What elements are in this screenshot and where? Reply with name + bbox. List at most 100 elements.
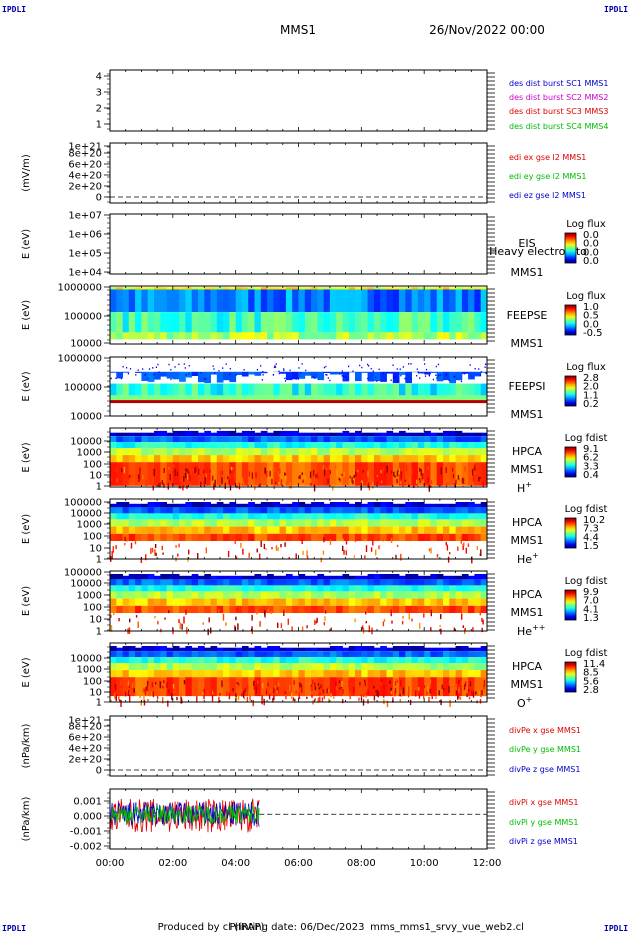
ytick-label: -0.002 (70, 842, 102, 853)
spacecraft-label: MMS1 (511, 534, 544, 547)
legend-entry: edi ex gse l2 MMS1 (509, 153, 586, 162)
y-axis-label: E (eV) (21, 514, 32, 544)
ytick-label: 100000 (64, 383, 102, 394)
ytick-label: 1 (96, 555, 102, 566)
ytick-label: 100 (83, 460, 102, 471)
colorbar-title: Log flux (566, 219, 606, 230)
colorbar-tick: 11.4 (583, 659, 605, 670)
ytick-label: 0.001 (73, 797, 102, 808)
colorbar-tick: 7.0 (583, 596, 599, 607)
ytick-label: 100000 (64, 312, 102, 323)
spectrogram-6 (110, 430, 488, 492)
colorbar-tick: 1.1 (583, 390, 599, 401)
ytick-label: 10000 (70, 509, 102, 520)
legend-entry: des dist burst SC2 MMS2 (509, 93, 608, 102)
colorbar-tick: 2.8 (583, 373, 599, 384)
ytick-label: 1e+04 (68, 268, 102, 279)
colorbar-tick: 10.2 (583, 515, 605, 526)
y-axis-label: (mV/m) (21, 154, 32, 192)
plot-datetime: 26/Nov/2022 00:00 (429, 23, 545, 37)
species-label: He+ (517, 551, 539, 566)
colorbar-title: Log fdist (565, 433, 608, 444)
species-label: H+ (517, 480, 532, 495)
ytick-label: 10000 (70, 579, 102, 590)
colorbar-tick: 8.5 (583, 668, 599, 679)
mission-title: MMS1 (280, 23, 316, 37)
legend-entry: divPi x gse MMS1 (509, 798, 578, 807)
colorbar (564, 304, 577, 336)
colorbar (564, 589, 577, 621)
y-axis-label: E (eV) (21, 657, 32, 687)
colorbar-tick: 3.3 (583, 461, 599, 472)
spacecraft-label: MMS1 (511, 408, 544, 421)
legend-entry: edi ey gse l2 MMS1 (509, 172, 587, 181)
panel-5: 10000 100000 1000000 E (eV) FEEPSI MMS1 Log fl… (21, 354, 606, 423)
colorbar-title: Log flux (566, 291, 606, 302)
ytick-label: 2 (96, 104, 102, 115)
y-axis-label: E (eV) (21, 586, 32, 616)
spacecraft-label: MMS1 (511, 266, 544, 279)
panel-frame (109, 715, 488, 777)
xtick-label: 10:00 (410, 858, 439, 869)
xtick-label: 02:00 (158, 858, 187, 869)
ytick-label: 10 (89, 471, 102, 482)
ytick-label: 1000000 (57, 283, 102, 294)
colorbar-tick: 2.0 (583, 382, 599, 393)
y-axis-label: E (eV) (21, 371, 32, 401)
colorbar-tick: 0.5 (583, 311, 599, 322)
legend-entry: edi ez gse l2 MMS1 (509, 191, 586, 200)
divpi-traces (109, 798, 260, 833)
species-label: O+ (517, 695, 532, 710)
ytick-label: 10000 (70, 339, 102, 350)
corner-label-top-right: IPDLI (604, 5, 629, 14)
ytick-label: 4e+20 (68, 171, 102, 182)
colorbar-tick: 0.0 (583, 319, 599, 330)
colorbar-tick: 1.5 (583, 541, 599, 552)
colorbar-tick: 0.0 (583, 247, 599, 258)
instrument-label: HPCA (512, 445, 543, 458)
legend-entry: des dist burst SC4 MMS4 (509, 122, 608, 131)
footer-printing-date: Printing date: 06/Dec/2023 (229, 922, 364, 933)
legend-entry: divPi y gse MMS1 (509, 818, 578, 827)
xtick-label: 00:00 (96, 858, 125, 869)
ytick-label: 1000 (77, 591, 102, 602)
instrument-label: EIS (518, 237, 535, 250)
colorbar-tick: 0.2 (583, 399, 599, 410)
species-charge: + (532, 551, 539, 560)
corner-label-bottom-right: IPDLI (604, 924, 629, 933)
colorbar-tick: 0.0 (583, 256, 599, 267)
series-blue (109, 801, 260, 827)
ytick-label: 1000 (77, 665, 102, 676)
corner-label-top-left: IPDLI (2, 5, 27, 14)
ytick-label: 3 (96, 88, 102, 99)
ytick-label: 1 (96, 698, 102, 709)
panel-frame (109, 142, 488, 204)
ytick-label: 1e+07 (68, 211, 102, 222)
colorbar-tick: 1.3 (583, 613, 599, 624)
ytick-label: 100000 (64, 498, 102, 509)
series-green (109, 805, 260, 824)
instrument-label: HPCA (512, 660, 543, 673)
species-charge: ++ (532, 623, 545, 632)
ytick-label: 10000 (70, 412, 102, 423)
spectrogram-4 (110, 287, 488, 340)
y-axis-label: E (eV) (21, 229, 32, 259)
spacecraft-label: MMS1 (511, 678, 544, 691)
ytick-label: 100 (83, 677, 102, 688)
colorbar-tick: 2.8 (583, 685, 599, 696)
colorbar-tick: 0.0 (583, 230, 599, 241)
colorbar (564, 446, 577, 478)
y-axis-label: (nPa/km) (21, 797, 32, 842)
y-axis-label: E (eV) (21, 300, 32, 330)
colorbar-tick: 0.4 (583, 470, 599, 481)
ytick-label: 4e+20 (68, 744, 102, 755)
species-label: He++ (517, 623, 545, 638)
ytick-label: 100000 (64, 568, 102, 579)
colorbar (564, 232, 577, 264)
